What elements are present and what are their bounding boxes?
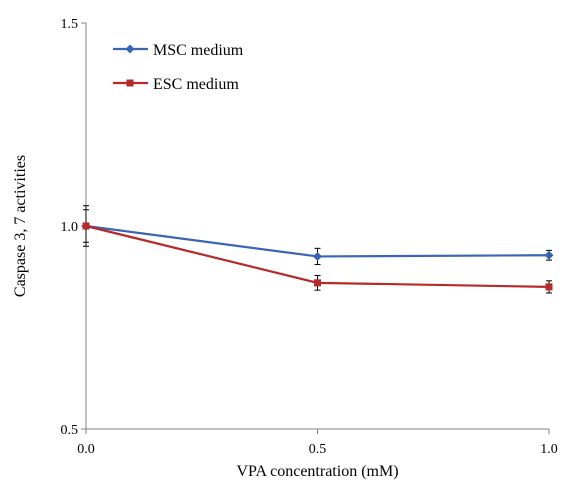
- legend-marker: [125, 44, 135, 54]
- x-axis-label: VPA concentration (mM): [236, 463, 398, 480]
- legend: MSC medium ESC medium: [113, 42, 244, 93]
- y-tick-label: 0.5: [61, 423, 79, 438]
- y-tick-label: 1.0: [61, 220, 79, 235]
- legend-marker: [126, 79, 134, 87]
- x-tick-label: 1.0: [540, 442, 558, 457]
- tick-marks: [81, 22, 550, 434]
- data-point: [313, 251, 322, 261]
- y-tick-label: 1.5: [61, 17, 79, 32]
- series-msc: [81, 205, 554, 266]
- data-point: [82, 222, 90, 230]
- legend-item-esc: ESC medium: [113, 76, 239, 93]
- series-esc: [82, 209, 553, 294]
- data-point: [545, 283, 553, 291]
- x-tick-label: 0.0: [77, 442, 95, 457]
- legend-label: ESC medium: [153, 76, 239, 93]
- y-axis-label: Caspase 3, 7 activities: [12, 155, 29, 297]
- series-layer: [81, 205, 554, 294]
- x-tick-label: 0.5: [309, 442, 327, 457]
- legend-label: MSC medium: [153, 42, 244, 59]
- data-point: [314, 279, 321, 287]
- tick-labels: 0.5 1.0 1.5 0.0 0.5 1.0: [61, 17, 558, 457]
- data-point: [544, 250, 554, 260]
- legend-item-msc: MSC medium: [113, 42, 244, 59]
